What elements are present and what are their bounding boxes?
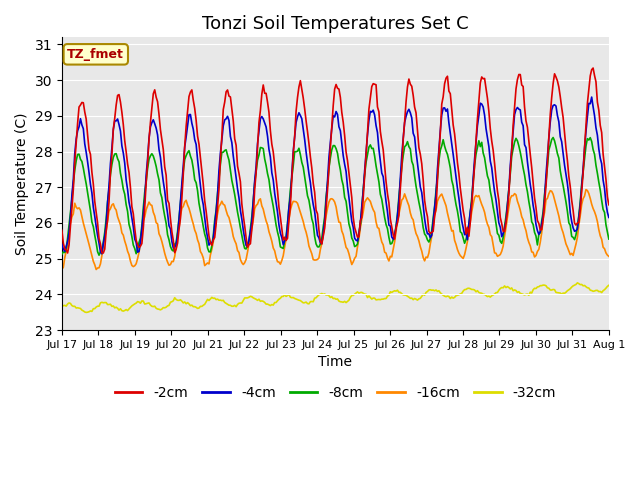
X-axis label: Time: Time (318, 355, 353, 369)
Y-axis label: Soil Temperature (C): Soil Temperature (C) (15, 112, 29, 255)
Title: Tonzi Soil Temperatures Set C: Tonzi Soil Temperatures Set C (202, 15, 468, 33)
Text: TZ_fmet: TZ_fmet (67, 48, 124, 61)
Legend: -2cm, -4cm, -8cm, -16cm, -32cm: -2cm, -4cm, -8cm, -16cm, -32cm (109, 380, 562, 405)
